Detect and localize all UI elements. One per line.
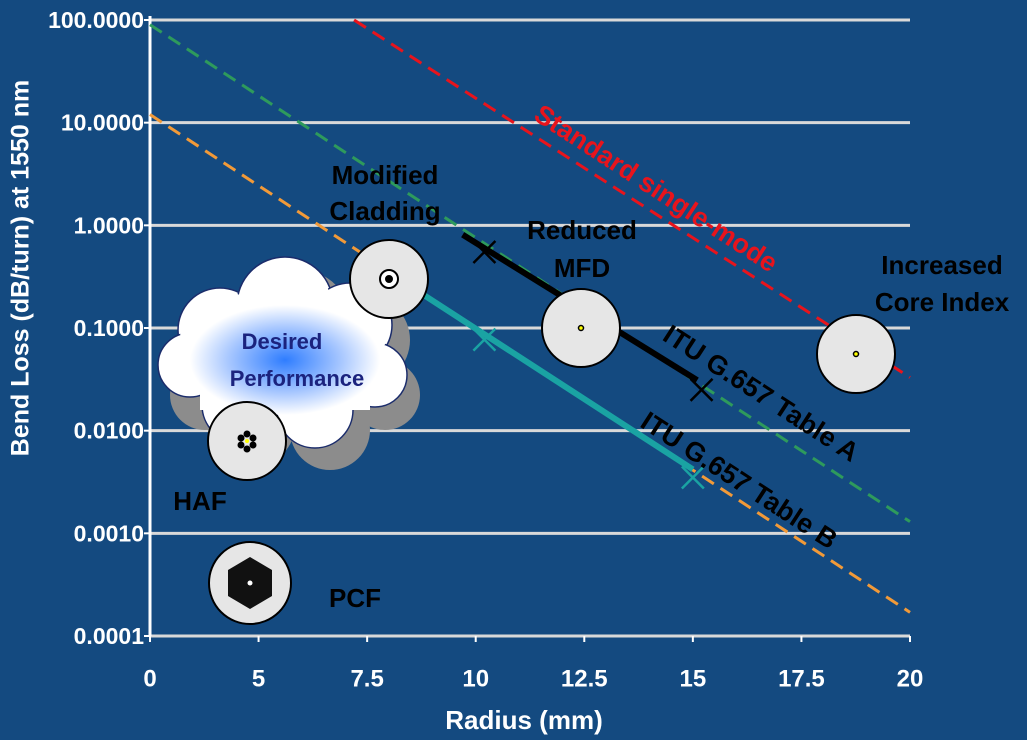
annotation: Core Index — [875, 287, 1010, 317]
y-tick-label: 10.0000 — [61, 110, 144, 136]
annotation: PCF — [329, 583, 381, 613]
x-tick-label: 20 — [897, 665, 924, 692]
x-tick-label: 7.5 — [350, 665, 383, 692]
y-tick-label: 0.0100 — [74, 418, 144, 444]
annotation: Reduced — [527, 215, 637, 245]
x-tick-label: 5 — [252, 665, 265, 692]
annotation: Cladding — [329, 196, 440, 226]
annotation: Performance — [230, 366, 365, 391]
y-tick-label: 1.0000 — [74, 212, 144, 238]
y-tick-label: 0.0010 — [74, 520, 144, 546]
y-tick-label: 100.0000 — [48, 7, 144, 33]
annotation: Modified — [332, 160, 439, 190]
x-axis-title: Radius (mm) — [445, 705, 602, 735]
x-tick-label: 0 — [143, 665, 156, 692]
annotation: HAF — [173, 486, 226, 516]
x-tick-label: 17.5 — [778, 665, 825, 692]
x-tick-label: 10 — [462, 665, 489, 692]
page: 100.0000 10.0000 1.0000 0.1000 0.0100 0.0010 0… — [0, 0, 1027, 740]
annotation: Desired — [242, 329, 323, 354]
annotation: MFD — [554, 253, 610, 283]
x-tick-label: 12.5 — [561, 665, 608, 692]
annotation: Increased — [881, 250, 1002, 280]
y-axis-title: Bend Loss (dB/turn) at 1550 nm — [7, 80, 35, 456]
chart: 100.0000 10.0000 1.0000 0.1000 0.0100 0.0010 0… — [0, 0, 1027, 740]
x-tick-label: 15 — [680, 665, 707, 692]
y-tick-label: 0.1000 — [74, 315, 144, 341]
y-tick-label: 0.0001 — [74, 623, 145, 649]
